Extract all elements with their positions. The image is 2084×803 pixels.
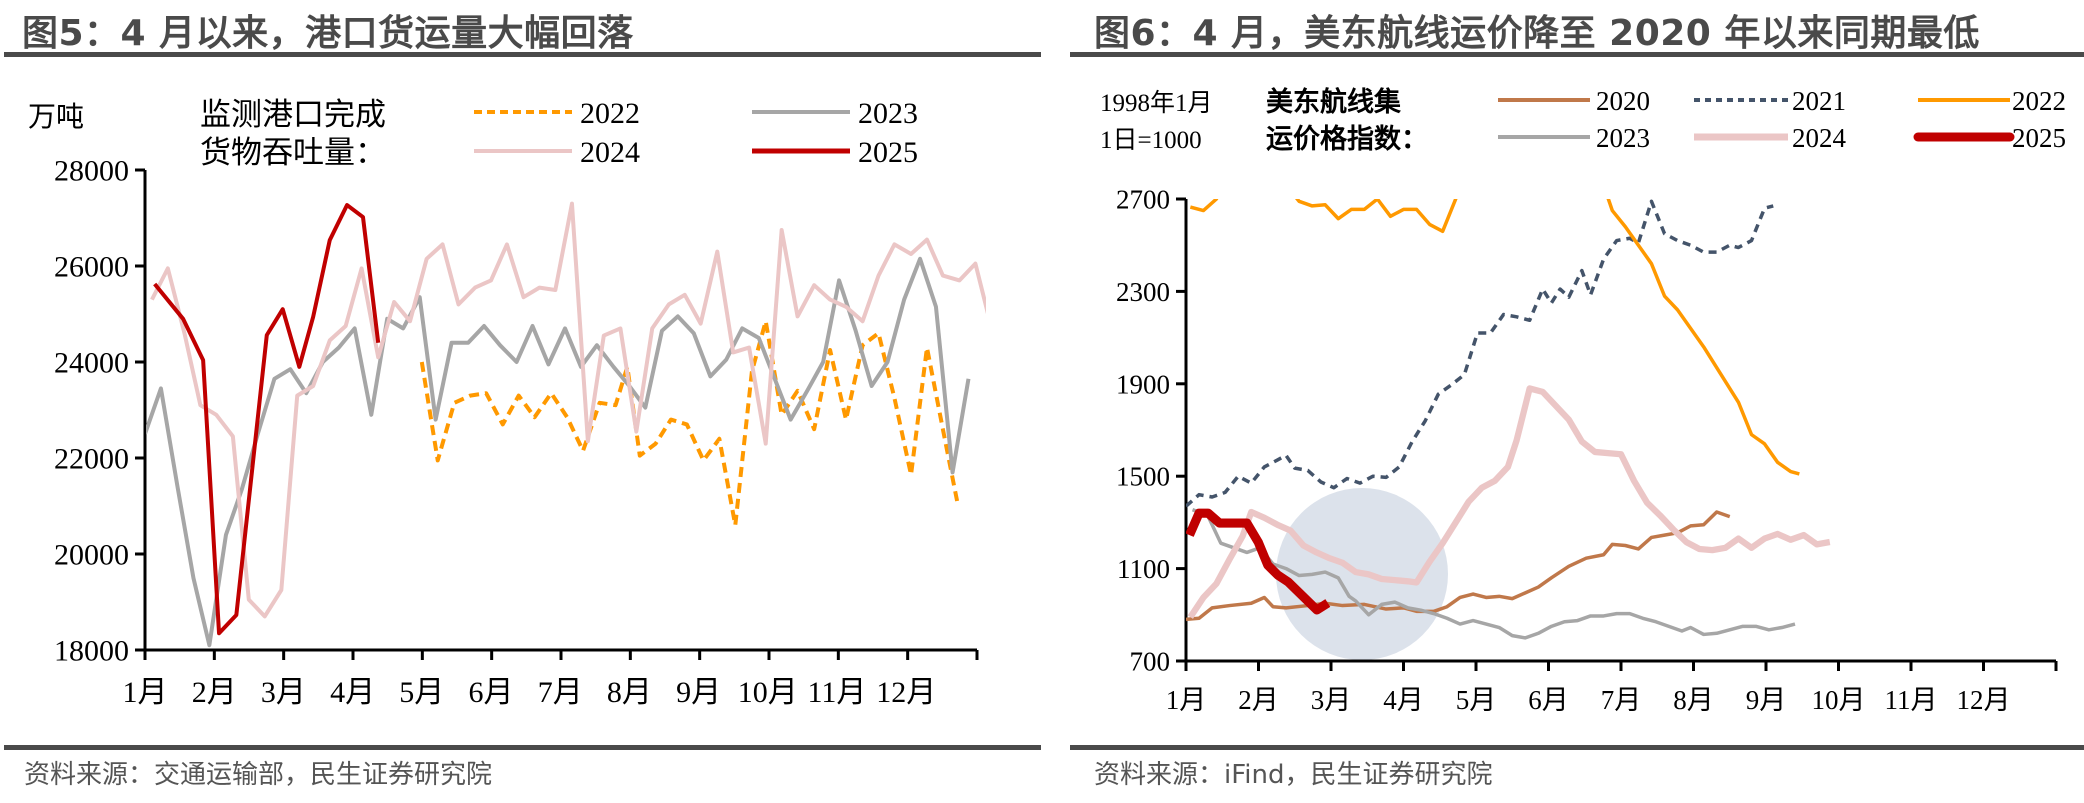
legend-item-2024: 2024 xyxy=(1694,123,1847,153)
legend-item-2023: 2023 xyxy=(752,97,918,130)
y-tick-label: 26000 xyxy=(54,251,129,284)
series-line-2023 xyxy=(146,256,971,648)
x-tick-label: 7月 xyxy=(538,676,583,709)
x-tick-label: 2月 xyxy=(1238,685,1279,715)
legend-title-line-2: 货物吞吐量： xyxy=(200,135,386,170)
title-divider xyxy=(1070,52,2084,57)
x-tick-label: 6月 xyxy=(469,676,514,709)
legend-item-2021: 2021 xyxy=(1694,86,1846,116)
series-line-2023 xyxy=(1191,508,1796,640)
x-tick-label: 2月 xyxy=(192,676,237,709)
figure-5-panel: 图5：4 月以来，港口货运量大幅回落 万吨 监测港口完成 货物吞吐量： 2022… xyxy=(4,13,1041,790)
series-line-2022 xyxy=(1189,199,1800,476)
legend-label-2025: 2025 xyxy=(858,136,918,169)
x-tick-label: 12月 xyxy=(1957,685,2011,715)
legend-label-2024: 2024 xyxy=(1792,123,1847,153)
x-tick-label: 5月 xyxy=(399,676,444,709)
x-tick-label: 4月 xyxy=(330,676,375,709)
x-tick-label: 1月 xyxy=(1166,685,1207,715)
legend-label-2023: 2023 xyxy=(1596,123,1650,153)
y-unit-label-line-1: 1998年1月 xyxy=(1100,89,1213,117)
x-tick-label: 6月 xyxy=(1528,685,1569,715)
legend-title-line-2: 运价格指数： xyxy=(1266,124,1428,154)
x-tick-label: 3月 xyxy=(261,676,306,709)
y-tick-label: 1100 xyxy=(1117,554,1170,584)
figure-6-title: 图6：4 月，美东航线运价降至 2020 年以来同期最低 xyxy=(1094,13,1980,54)
x-tick-label: 11月 xyxy=(1885,685,1938,715)
y-tick-label: 1500 xyxy=(1116,462,1170,492)
series-2023 xyxy=(146,256,971,648)
legend-item-2020: 2020 xyxy=(1498,86,1650,116)
series-2025 xyxy=(153,203,381,636)
figure-5-title: 图5：4 月以来，港口货运量大幅回落 xyxy=(22,13,634,54)
legend-label-2022: 2022 xyxy=(580,97,640,130)
legend-item-2025: 2025 xyxy=(1913,123,2066,153)
figure-6-panel: 图6：4 月，美东航线运价降至 2020 年以来同期最低 1998年1月 1日=… xyxy=(1068,0,2084,803)
legend-label-2021: 2021 xyxy=(1792,86,1846,116)
y-tick-label: 28000 xyxy=(54,155,129,188)
series-2025 xyxy=(1186,508,1331,615)
y-tick-label: 22000 xyxy=(54,443,129,476)
legend-item-2025: 2025 xyxy=(752,136,918,169)
legend-label-2025: 2025 xyxy=(2012,123,2066,153)
y-tick-label: 24000 xyxy=(54,347,129,380)
y-unit-label: 万吨 xyxy=(28,101,84,133)
legend-label-2023: 2023 xyxy=(858,97,918,130)
us-east-freight-index-chart: 1998年1月 1日=1000 美东航线集 运价格指数： 2020 2021 2… xyxy=(1100,86,2066,715)
footer-divider xyxy=(4,745,1041,750)
y-tick-label: 20000 xyxy=(54,539,129,572)
footer-divider xyxy=(1070,745,2084,750)
legend-label-2020: 2020 xyxy=(1596,86,1650,116)
x-tick-label: 8月 xyxy=(1673,685,1714,715)
y-tick-label: 700 xyxy=(1130,646,1171,676)
x-tick-label: 7月 xyxy=(1601,685,1642,715)
series-line-2020 xyxy=(1186,510,1731,622)
x-tick-label: 4月 xyxy=(1383,685,1424,715)
title-divider xyxy=(4,52,1041,57)
series-2022 xyxy=(1189,199,1800,476)
legend-item-2023: 2023 xyxy=(1498,123,1650,153)
series-2020 xyxy=(1186,510,1731,622)
series-2022 xyxy=(419,319,961,528)
y-tick-label: 2700 xyxy=(1116,184,1170,214)
y-tick-label: 2300 xyxy=(1116,277,1170,307)
series-line-2024 xyxy=(150,201,986,619)
series-2024 xyxy=(150,201,986,619)
x-tick-label: 1月 xyxy=(123,676,168,709)
figure-6-source: 资料来源：iFind，民生证券研究院 xyxy=(1094,760,1493,790)
legend-label-2024: 2024 xyxy=(580,136,640,169)
x-tick-label: 10月 xyxy=(738,676,798,709)
series-2024 xyxy=(1187,385,1831,619)
legend-item-2022: 2022 xyxy=(1918,86,2066,116)
series-line-2021 xyxy=(1186,199,1774,508)
legend-title-line-1: 美东航线集 xyxy=(1266,86,1402,117)
x-tick-label: 9月 xyxy=(1746,685,1787,715)
x-tick-label: 9月 xyxy=(676,676,721,709)
y-unit-label-line-2: 1日=1000 xyxy=(1100,127,1202,154)
figure-5-source: 资料来源：交通运输部，民生证券研究院 xyxy=(24,760,493,790)
series-2021 xyxy=(1186,199,1774,508)
x-tick-label: 3月 xyxy=(1311,685,1352,715)
y-tick-label: 18000 xyxy=(54,635,129,668)
x-tick-label: 11月 xyxy=(808,676,867,709)
series-line-2022 xyxy=(419,319,961,528)
x-tick-label: 12月 xyxy=(876,676,936,709)
legend-item-2024: 2024 xyxy=(474,136,640,169)
series-line-2025 xyxy=(153,203,381,636)
x-tick-label: 10月 xyxy=(1812,685,1866,715)
x-tick-label: 5月 xyxy=(1456,685,1497,715)
legend-label-2022: 2022 xyxy=(2012,86,2066,116)
legend-item-2022: 2022 xyxy=(474,97,640,130)
port-throughput-chart: 万吨 监测港口完成 货物吞吐量： 2022 2023 2024 2025 180… xyxy=(28,97,986,709)
y-tick-label: 1900 xyxy=(1116,369,1170,399)
legend-title-line-1: 监测港口完成 xyxy=(200,97,386,132)
x-tick-label: 8月 xyxy=(607,676,652,709)
